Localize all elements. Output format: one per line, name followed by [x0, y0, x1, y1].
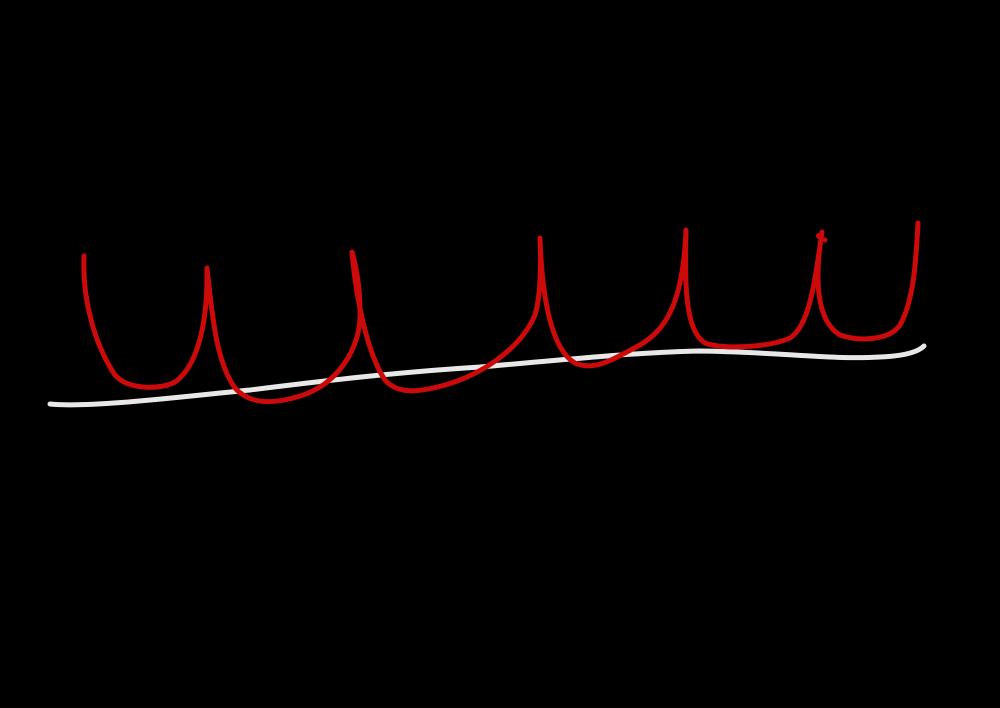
baseline-stroke [47, 343, 927, 408]
loop-stroke [81, 220, 921, 405]
loop-stroke-dot [822, 237, 828, 243]
loop-stroke-dot [816, 233, 822, 239]
